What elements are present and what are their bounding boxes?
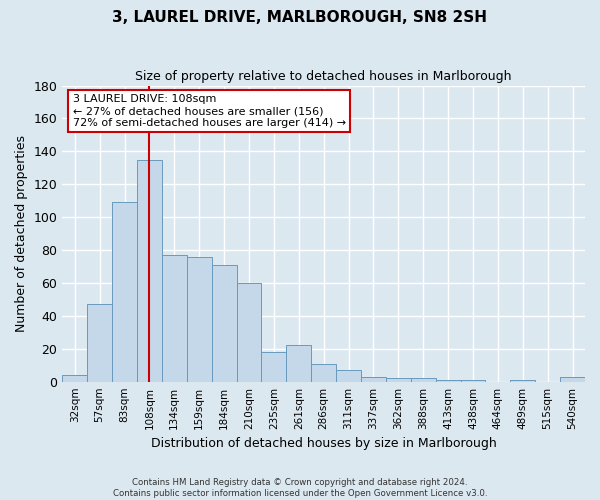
Bar xyxy=(236,283,262,382)
Bar xyxy=(112,202,137,382)
Text: Contains HM Land Registry data © Crown copyright and database right 2024.
Contai: Contains HM Land Registry data © Crown c… xyxy=(113,478,487,498)
Bar xyxy=(461,380,485,382)
Bar xyxy=(87,304,112,382)
X-axis label: Distribution of detached houses by size in Marlborough: Distribution of detached houses by size … xyxy=(151,437,497,450)
Bar xyxy=(511,380,535,382)
Y-axis label: Number of detached properties: Number of detached properties xyxy=(15,135,28,332)
Bar xyxy=(436,380,461,382)
Text: 3, LAUREL DRIVE, MARLBOROUGH, SN8 2SH: 3, LAUREL DRIVE, MARLBOROUGH, SN8 2SH xyxy=(113,10,487,25)
Title: Size of property relative to detached houses in Marlborough: Size of property relative to detached ho… xyxy=(136,70,512,83)
Bar xyxy=(411,378,436,382)
Bar xyxy=(386,378,411,382)
Bar xyxy=(187,256,212,382)
Bar xyxy=(361,376,386,382)
Bar xyxy=(560,376,585,382)
Bar xyxy=(162,255,187,382)
Bar xyxy=(62,375,87,382)
Bar xyxy=(336,370,361,382)
Bar xyxy=(212,265,236,382)
Text: 3 LAUREL DRIVE: 108sqm
← 27% of detached houses are smaller (156)
72% of semi-de: 3 LAUREL DRIVE: 108sqm ← 27% of detached… xyxy=(73,94,346,128)
Bar xyxy=(137,160,162,382)
Bar xyxy=(286,346,311,382)
Bar xyxy=(262,352,286,382)
Bar xyxy=(311,364,336,382)
